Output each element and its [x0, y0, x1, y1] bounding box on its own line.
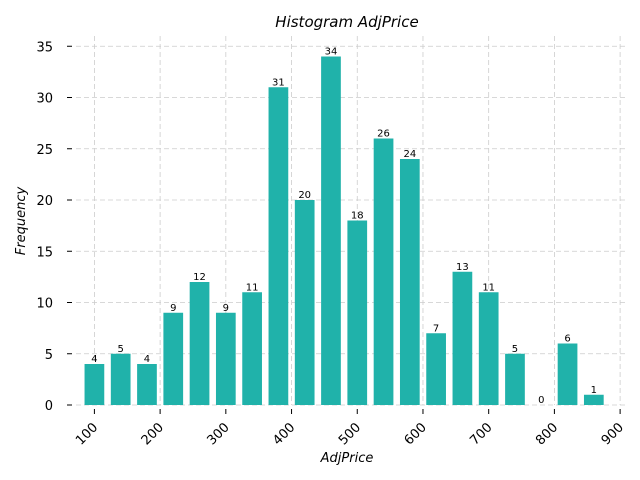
bar — [84, 364, 105, 405]
bar-value-label: 13 — [456, 262, 469, 273]
bar — [452, 271, 473, 405]
y-tick-label: 10 — [36, 297, 53, 312]
x-tick-label: 300 — [204, 420, 232, 448]
y-axis-ticks: 0 5 10 15 20 25 30 35 — [36, 40, 72, 414]
bar-value-label: 4 — [91, 354, 97, 365]
bar — [163, 312, 184, 405]
bar-value-label: 9 — [223, 303, 229, 314]
x-axis-ticks: 100 200 300 400 500 600 700 800 900 — [73, 409, 627, 448]
bar-value-label: 26 — [377, 129, 390, 140]
bar — [321, 56, 341, 405]
bar-value-label: 31 — [272, 77, 285, 88]
x-tick-label: 100 — [73, 420, 101, 448]
y-tick-label: 25 — [36, 143, 53, 158]
bar-value-label: 4 — [144, 354, 150, 365]
bar — [242, 292, 262, 405]
bar — [110, 353, 131, 405]
bar — [268, 87, 289, 405]
x-tick-label: 200 — [139, 420, 167, 448]
y-tick-label: 0 — [45, 399, 53, 414]
bar-value-label: 1 — [591, 385, 597, 396]
x-axis-label: AdjPrice — [320, 451, 374, 466]
bar — [137, 364, 157, 405]
bar-value-label: 24 — [403, 149, 416, 160]
bar-value-label: 9 — [170, 303, 176, 314]
bar-value-label: 12 — [193, 272, 206, 283]
bar — [215, 312, 236, 405]
bar-value-label: 34 — [325, 47, 338, 58]
y-tick-label: 5 — [45, 348, 53, 363]
bar — [583, 394, 604, 405]
bar-value-label: 5 — [117, 344, 123, 355]
bar-value-label: 0 — [538, 395, 544, 406]
bar-value-label: 20 — [298, 190, 311, 201]
bar-value-label: 11 — [482, 282, 495, 293]
x-tick-label: 600 — [402, 420, 430, 448]
y-tick-label: 30 — [36, 92, 53, 107]
bar — [373, 138, 394, 405]
bar-value-label: 5 — [512, 344, 518, 355]
bar-value-label: 11 — [246, 282, 259, 293]
y-tick-label: 35 — [36, 40, 53, 55]
bar-value-label: 18 — [351, 211, 364, 222]
bar-labels: 4 5 4 9 12 9 11 31 20 34 18 26 24 7 13 11 5 0 6 1 — [91, 47, 597, 407]
bar — [347, 220, 368, 405]
bar — [557, 343, 578, 405]
bars — [84, 56, 604, 405]
bar — [294, 200, 315, 405]
x-tick-label: 400 — [270, 420, 298, 448]
bar — [399, 159, 420, 405]
y-axis-label: Frequency — [14, 186, 29, 255]
bar — [426, 333, 446, 405]
chart-title: Histogram AdjPrice — [275, 13, 418, 31]
bar-value-label: 6 — [564, 334, 570, 345]
bar-value-label: 7 — [433, 323, 439, 334]
bar — [189, 282, 210, 405]
y-tick-label: 15 — [36, 245, 53, 260]
x-tick-label: 500 — [336, 420, 364, 448]
x-tick-label: 700 — [467, 420, 495, 448]
bar — [505, 353, 525, 405]
x-tick-label: 900 — [599, 420, 627, 448]
y-tick-label: 20 — [36, 194, 53, 209]
bar — [478, 292, 499, 405]
x-tick-label: 800 — [533, 420, 561, 448]
